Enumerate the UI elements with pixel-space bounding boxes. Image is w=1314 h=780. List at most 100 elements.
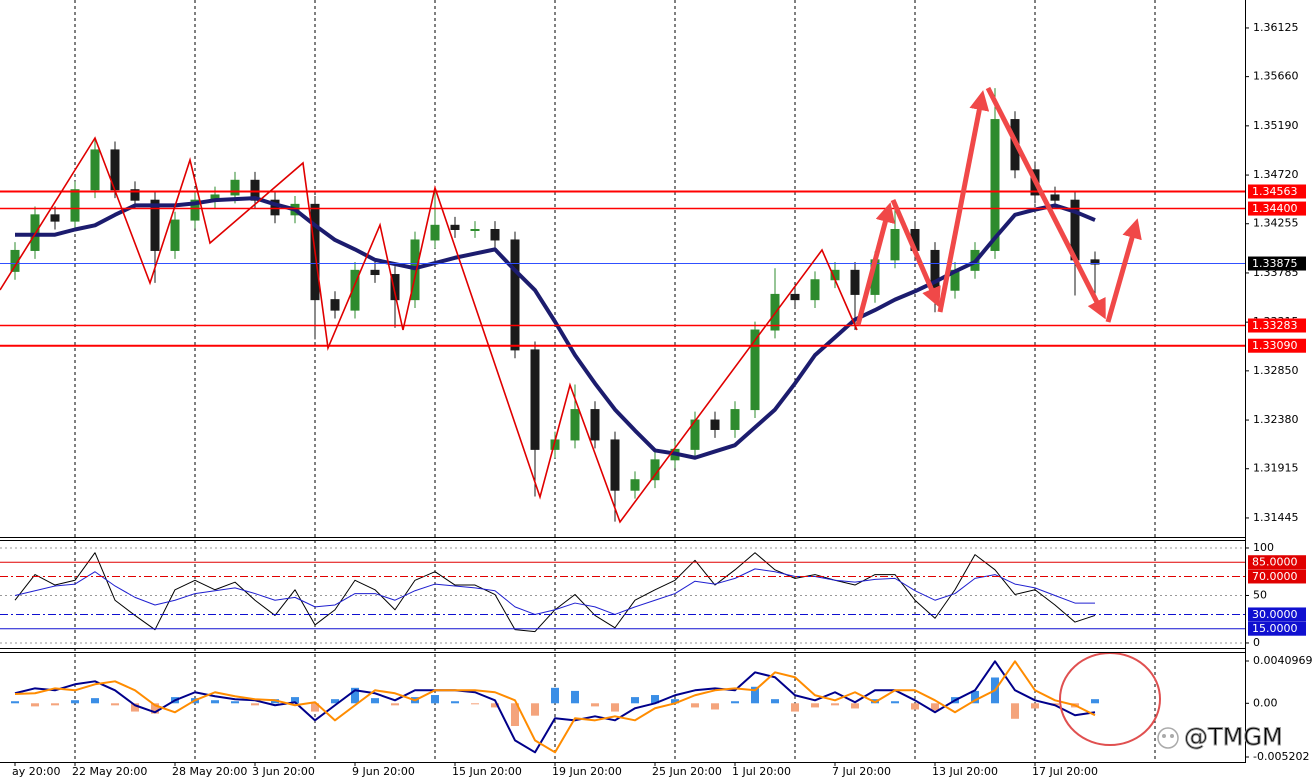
level-label: 70.0000 xyxy=(1252,570,1298,583)
y-tick-label: 0.00 xyxy=(1253,696,1278,709)
y-tick-label: 0.0040969 xyxy=(1253,654,1313,667)
histogram-bar xyxy=(11,701,19,704)
x-tick-label: 1 Jul 20:00 xyxy=(732,765,791,778)
level-label-bg xyxy=(1248,256,1306,271)
histogram-bar xyxy=(651,695,659,704)
histogram-bar xyxy=(531,703,539,716)
histogram-bar xyxy=(591,703,599,707)
level-label-bg xyxy=(1248,184,1306,199)
histogram-bar xyxy=(1031,703,1039,709)
level-label-bg xyxy=(1248,338,1306,353)
candle-body xyxy=(330,299,340,311)
x-tick-label: 19 Jun 20:00 xyxy=(552,765,622,778)
arrow xyxy=(1105,218,1142,323)
histogram-bar xyxy=(691,703,699,708)
candle-body xyxy=(170,219,180,251)
macd-line xyxy=(14,660,1096,754)
histogram-bar xyxy=(391,703,399,706)
candle-body xyxy=(570,409,580,441)
histogram-bar xyxy=(751,686,759,704)
zigzag xyxy=(0,136,858,524)
histogram-bar xyxy=(311,703,319,712)
y-tick-label: 1.32380 xyxy=(1253,413,1299,426)
candle-body xyxy=(1090,259,1100,265)
panel xyxy=(11,660,1099,754)
y-tick-label: 1.35190 xyxy=(1253,119,1299,132)
level-label-bg xyxy=(1248,201,1306,216)
histogram-bar xyxy=(611,703,619,712)
candle-body xyxy=(530,349,540,450)
histogram-bar xyxy=(71,700,79,704)
candle-body xyxy=(350,269,360,311)
histogram-bar xyxy=(711,703,719,710)
histogram-bar xyxy=(371,698,379,704)
histogram-bar xyxy=(31,703,39,707)
level-label: 1.33090 xyxy=(1252,339,1298,352)
candle-body xyxy=(390,274,400,301)
candle-body xyxy=(810,279,820,301)
y-tick-label: 1.34255 xyxy=(1253,217,1299,230)
arrow xyxy=(890,199,941,308)
level-label: 1.33283 xyxy=(1252,319,1298,332)
watermark-icon xyxy=(1170,734,1174,738)
candle-body xyxy=(730,409,740,430)
candle-body xyxy=(850,269,860,295)
histogram-bar xyxy=(631,697,639,704)
candle-body xyxy=(370,269,380,276)
candle-body xyxy=(750,329,760,411)
y-tick-label: 1.34720 xyxy=(1253,168,1299,181)
y-tick-label: 50 xyxy=(1253,588,1267,601)
watermark: @TMGM xyxy=(1157,723,1283,751)
panel xyxy=(0,547,1245,644)
histogram-bar xyxy=(111,703,119,706)
histogram-bar xyxy=(351,687,359,704)
macd-line xyxy=(14,660,1096,754)
histogram-bar xyxy=(791,703,799,712)
histogram-bar xyxy=(431,695,439,704)
candle-body xyxy=(790,293,800,301)
histogram-bar xyxy=(1011,703,1019,719)
y-tick-label: 1.32850 xyxy=(1253,364,1299,377)
histogram-bar xyxy=(211,700,219,704)
histogram-bar xyxy=(491,703,499,708)
level-label: 1.33875 xyxy=(1252,257,1298,270)
candle-body xyxy=(430,224,440,241)
candle-body xyxy=(90,149,100,191)
level-label: 1.34400 xyxy=(1252,202,1298,215)
x-tick-label: ay 20:00 xyxy=(12,765,60,778)
histogram-bar xyxy=(891,701,899,704)
level-label-bg xyxy=(1248,607,1306,622)
candle-body xyxy=(590,409,600,441)
arrow xyxy=(937,90,990,313)
arrow xyxy=(855,202,896,326)
y-tick-label: 100 xyxy=(1253,541,1274,554)
candle-body xyxy=(630,479,640,491)
candle-body xyxy=(990,119,1000,251)
candle-body xyxy=(130,189,140,201)
candle-body xyxy=(890,228,900,261)
level-label: 85.0000 xyxy=(1252,556,1298,569)
level-label-bg xyxy=(1248,555,1306,570)
y-tick-label: 1.35660 xyxy=(1253,70,1299,83)
level-label-bg xyxy=(1248,569,1306,584)
watermark-icon xyxy=(1157,727,1179,749)
watermark-icon xyxy=(1162,734,1166,738)
moving-average xyxy=(15,196,1096,460)
histogram-bar xyxy=(731,701,739,704)
axis-layer: 1.361251.356601.351901.347201.342551.337… xyxy=(12,21,1313,778)
candle-body xyxy=(510,239,520,351)
histogram-bar xyxy=(771,699,779,704)
x-tick-label: 7 Jul 20:00 xyxy=(832,765,891,778)
y-tick-label: 0 xyxy=(1253,636,1260,649)
data-layer xyxy=(0,88,1245,754)
drawings xyxy=(0,86,1142,524)
x-tick-label: 25 Jun 20:00 xyxy=(652,765,722,778)
candle-body xyxy=(710,419,720,430)
y-tick-label: -0.005202 xyxy=(1253,750,1309,763)
x-tick-label: 22 May 20:00 xyxy=(72,765,147,778)
x-tick-label: 3 Jun 20:00 xyxy=(252,765,315,778)
histogram-bar xyxy=(291,697,299,704)
y-tick-label: 1.31445 xyxy=(1253,511,1299,524)
x-tick-label: 9 Jun 20:00 xyxy=(352,765,415,778)
